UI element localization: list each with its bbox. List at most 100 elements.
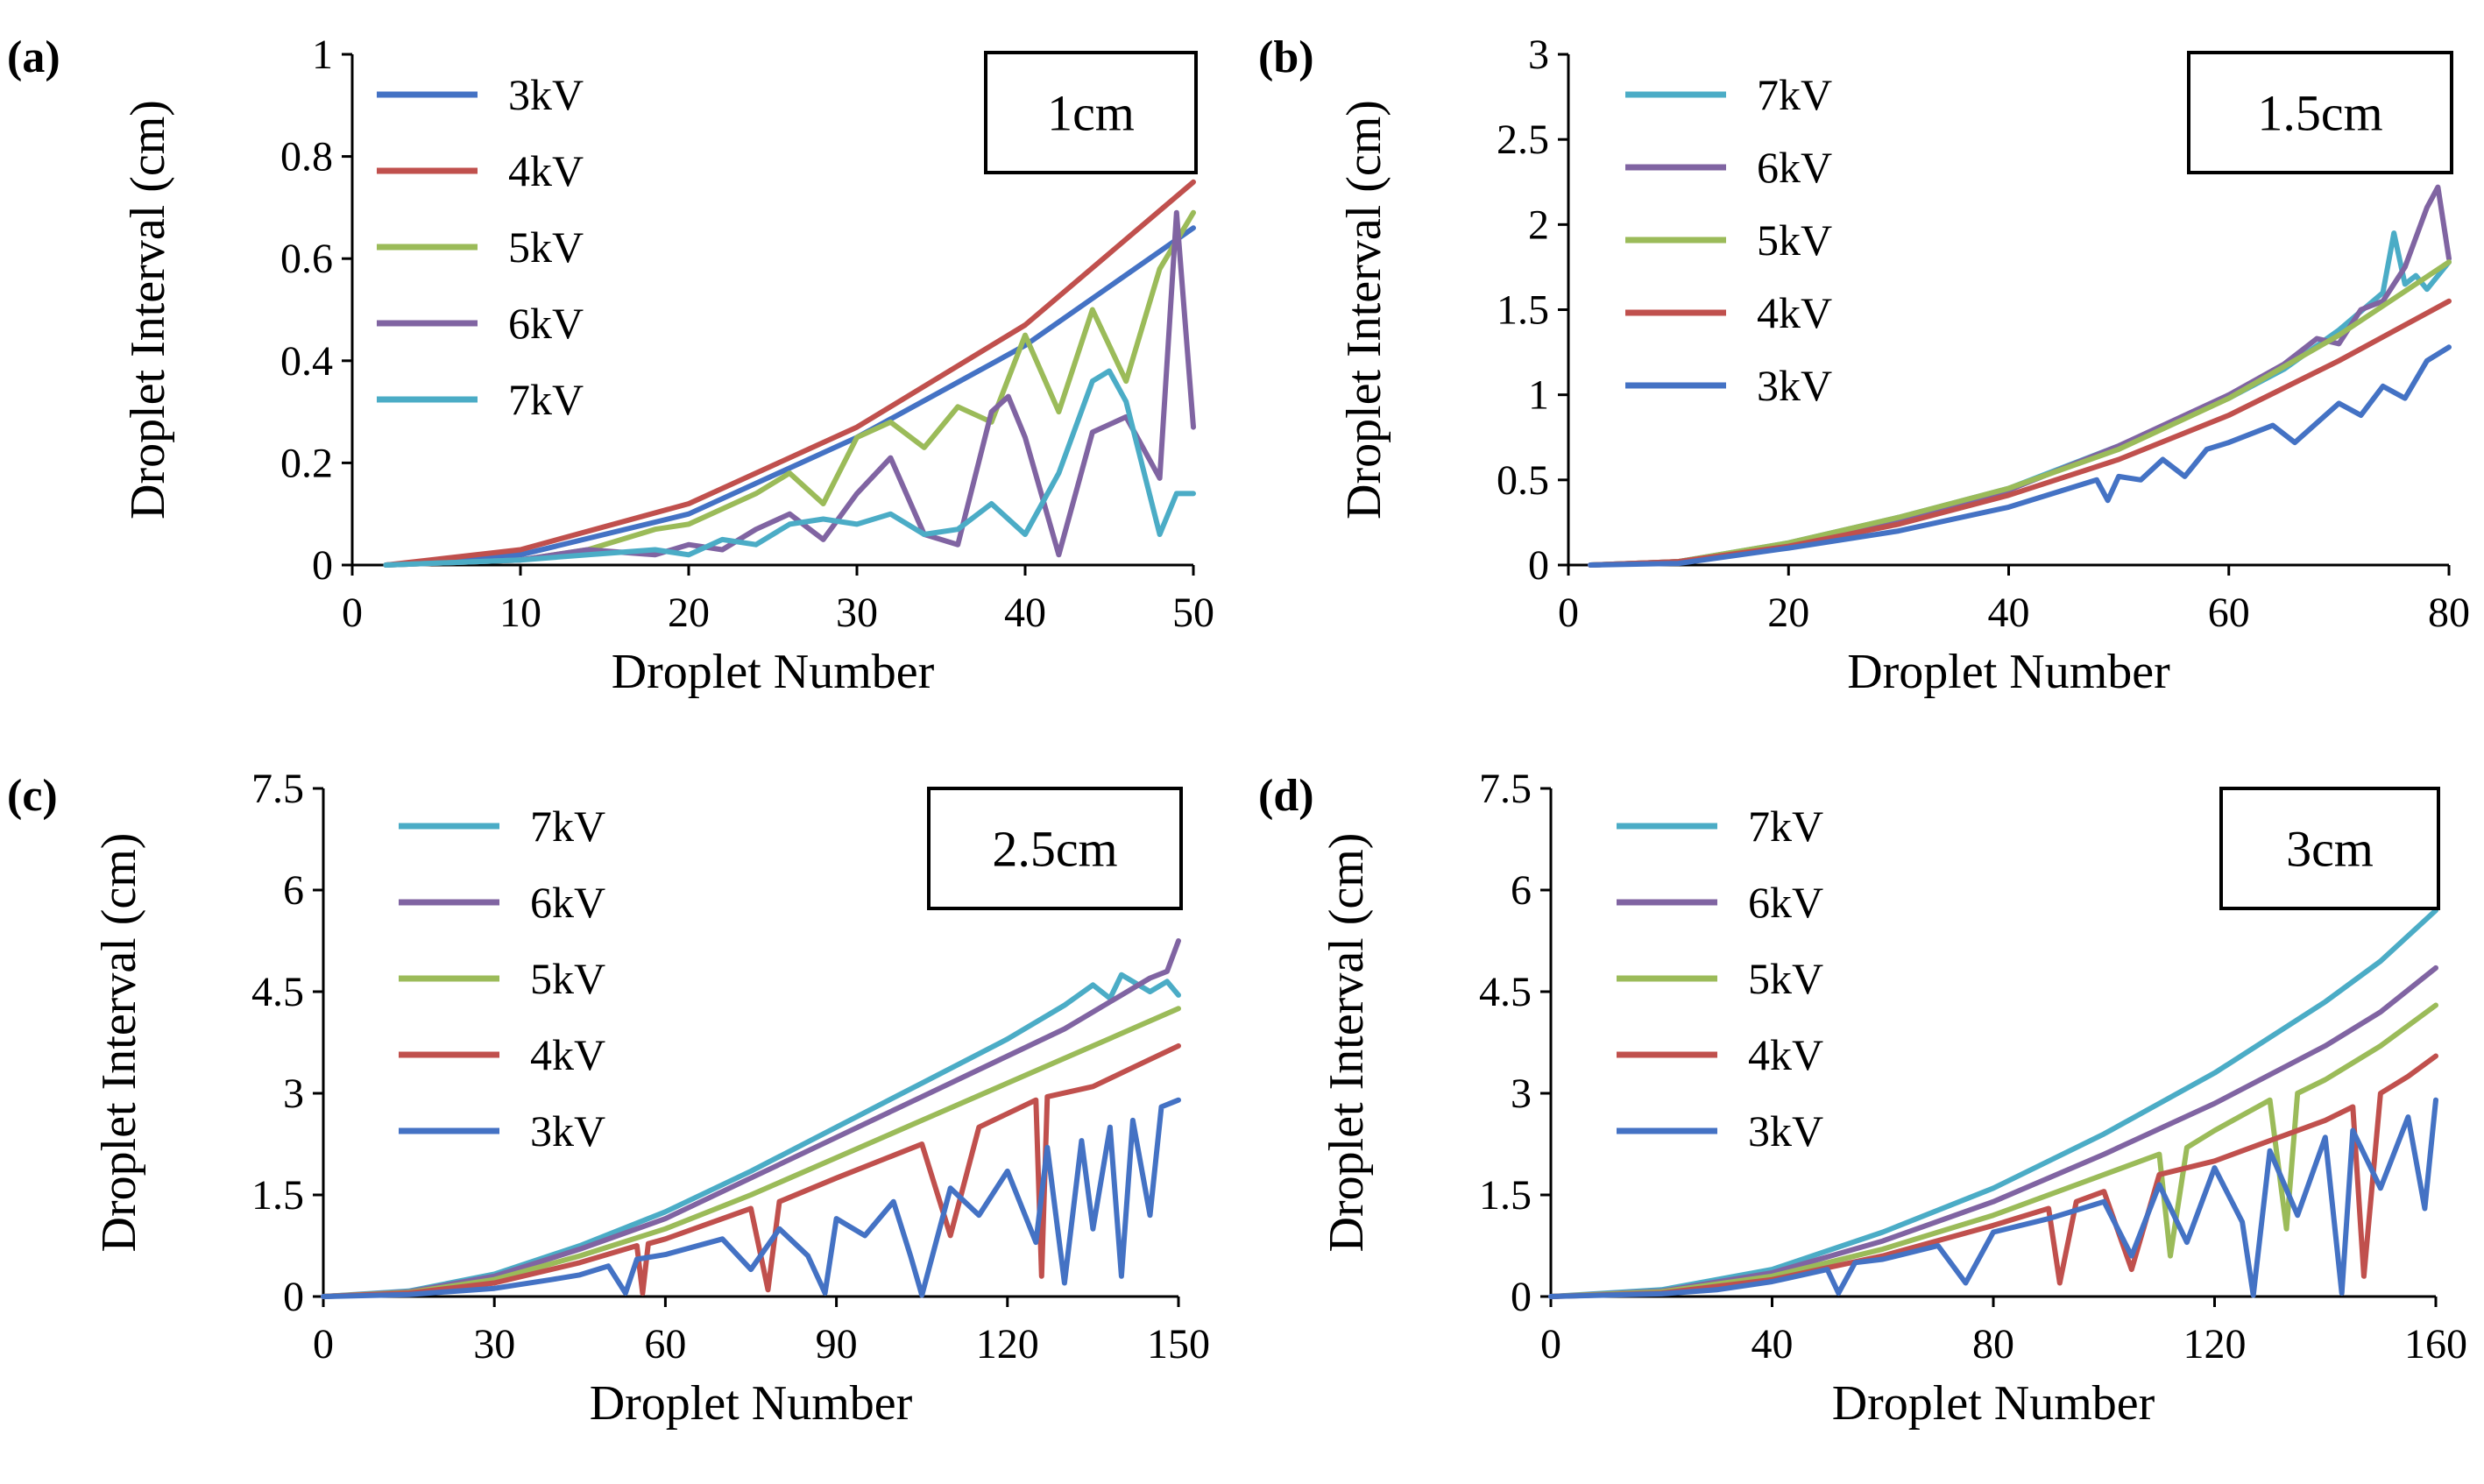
x-tick-label: 60 xyxy=(2208,590,2250,636)
series-line-4kv xyxy=(383,179,1196,568)
x-tick-label: 80 xyxy=(2428,590,2470,636)
series-line-7kv xyxy=(1588,230,2452,568)
legend-label-7kv: 7kV xyxy=(1748,802,1823,851)
x-tick-label: 40 xyxy=(1752,1321,1794,1367)
y-axis-label: Droplet Interval (cm) xyxy=(1337,100,1391,519)
series-line-6kv xyxy=(383,209,1196,568)
x-tick-label: 20 xyxy=(668,590,710,636)
legend-label-5kv: 5kV xyxy=(508,223,584,272)
x-tick-label: 50 xyxy=(1172,590,1214,636)
y-tick-label: 3 xyxy=(1528,32,1549,78)
legend-label-5kv: 5kV xyxy=(1748,954,1823,1003)
x-tick-label: 80 xyxy=(1972,1321,2014,1367)
legend-label-3kv: 3kV xyxy=(1757,361,1832,410)
y-tick-label: 2.5 xyxy=(1497,117,1549,163)
legend-label-3kv: 3kV xyxy=(508,70,584,119)
y-tick-label: 1 xyxy=(1528,372,1549,419)
series-line-5kv xyxy=(1548,1002,2438,1299)
series-line-7kv xyxy=(321,972,1181,1299)
series-line-6kv xyxy=(1588,184,2452,568)
y-axis-label: Droplet Interval (cm) xyxy=(92,833,146,1253)
legend-label-6kv: 6kV xyxy=(508,299,584,348)
y-tick-label: 0.4 xyxy=(280,338,333,385)
legend-label-5kv: 5kV xyxy=(1757,216,1832,265)
y-tick-label: 0 xyxy=(283,1274,304,1320)
y-tick-label: 0 xyxy=(1528,542,1549,589)
legend-label-7kv: 7kV xyxy=(508,375,584,424)
y-tick-label: 4.5 xyxy=(1479,969,1532,1015)
legend-label-7kv: 7kV xyxy=(1757,70,1832,119)
series-line-4kv xyxy=(1548,1053,2438,1299)
y-tick-label: 6 xyxy=(1511,867,1532,914)
panel-d: (d) 0 1.5 3 4.5 6 7.5 0 40 80 120 160 Droplet Numbe… xyxy=(1258,766,2467,1431)
panel-c: (c) 0 1.5 3 4.5 6 7.5 0 30 60 90 120 150 Droplet Num… xyxy=(7,766,1210,1431)
x-tick-label: 150 xyxy=(1147,1321,1210,1367)
y-tick-label: 4.5 xyxy=(251,969,304,1015)
legend-label-5kv: 5kV xyxy=(530,954,605,1003)
y-tick-label: 7.5 xyxy=(251,766,304,812)
x-tick-label: 60 xyxy=(644,1321,686,1367)
series-line-7kv xyxy=(1548,908,2438,1299)
legend-label-6kv: 6kV xyxy=(1757,143,1832,192)
legend-label-3kv: 3kV xyxy=(530,1106,605,1155)
x-axis-label: Droplet Number xyxy=(590,1376,913,1431)
series-line-3kv xyxy=(1588,344,2452,568)
y-tick-label: 1.5 xyxy=(1479,1172,1532,1219)
x-tick-label: 10 xyxy=(499,590,541,636)
legend-label-4kv: 4kV xyxy=(1748,1030,1823,1079)
series-line-5kv xyxy=(1588,259,2452,568)
x-tick-label: 0 xyxy=(1558,590,1579,636)
series-line-6kv xyxy=(321,938,1181,1299)
y-tick-label: 0.5 xyxy=(1497,457,1549,504)
y-tick-label: 2 xyxy=(1528,201,1549,248)
y-tick-label: 7.5 xyxy=(1479,766,1532,812)
note-label: 1cm xyxy=(1047,85,1135,142)
note-box xyxy=(2187,51,2453,174)
note-box xyxy=(2219,787,2440,910)
note-label: 1.5cm xyxy=(2257,85,2382,142)
series-line-4kv xyxy=(321,1042,1181,1299)
series-line-3kv xyxy=(321,1097,1181,1299)
y-tick-label: 0.6 xyxy=(280,236,333,282)
panel-a-tag: (a) xyxy=(7,32,60,82)
x-tick-label: 40 xyxy=(1988,590,2030,636)
legend-label-4kv: 4kV xyxy=(1757,288,1832,337)
x-tick-label: 0 xyxy=(342,590,363,636)
legend-label-3kv: 3kV xyxy=(1748,1106,1823,1155)
panel-b-tag: (b) xyxy=(1258,32,1314,82)
y-tick-label: 0.2 xyxy=(280,440,333,486)
series-line-5kv xyxy=(383,209,1196,568)
y-tick-label: 3 xyxy=(1511,1071,1532,1117)
x-tick-label: 40 xyxy=(1004,590,1046,636)
legend-label-4kv: 4kV xyxy=(508,146,584,195)
panel-c-tag: (c) xyxy=(7,771,58,821)
y-tick-label: 6 xyxy=(283,867,304,914)
legend-label-6kv: 6kV xyxy=(530,878,605,927)
x-tick-label: 0 xyxy=(1540,1321,1561,1367)
series-line-3kv xyxy=(1548,1097,2438,1299)
x-axis-label: Droplet Number xyxy=(612,645,935,699)
y-tick-label: 0.8 xyxy=(280,134,333,180)
y-tick-label: 0 xyxy=(1511,1274,1532,1320)
y-tick-label: 3 xyxy=(283,1071,304,1117)
x-tick-label: 30 xyxy=(473,1321,515,1367)
x-axis-label: Droplet Number xyxy=(1847,645,2170,699)
legend-label-4kv: 4kV xyxy=(530,1030,605,1079)
legend-label-7kv: 7kV xyxy=(530,802,605,851)
note-box xyxy=(927,787,1183,910)
x-tick-label: 120 xyxy=(2183,1321,2247,1367)
y-tick-label: 1.5 xyxy=(1497,287,1549,334)
x-tick-label: 90 xyxy=(816,1321,858,1367)
y-axis-label: Droplet Interval (cm) xyxy=(121,100,175,519)
y-axis-label: Droplet Interval (cm) xyxy=(1320,833,1374,1253)
note-label: 3cm xyxy=(2286,821,2374,878)
y-tick-label: 1 xyxy=(312,32,333,78)
y-tick-label: 1.5 xyxy=(251,1172,304,1219)
x-tick-label: 160 xyxy=(2404,1321,2467,1367)
x-tick-label: 30 xyxy=(836,590,878,636)
x-axis-label: Droplet Number xyxy=(1832,1376,2155,1431)
panel-d-tag: (d) xyxy=(1258,771,1314,821)
legend-label-6kv: 6kV xyxy=(1748,878,1823,927)
